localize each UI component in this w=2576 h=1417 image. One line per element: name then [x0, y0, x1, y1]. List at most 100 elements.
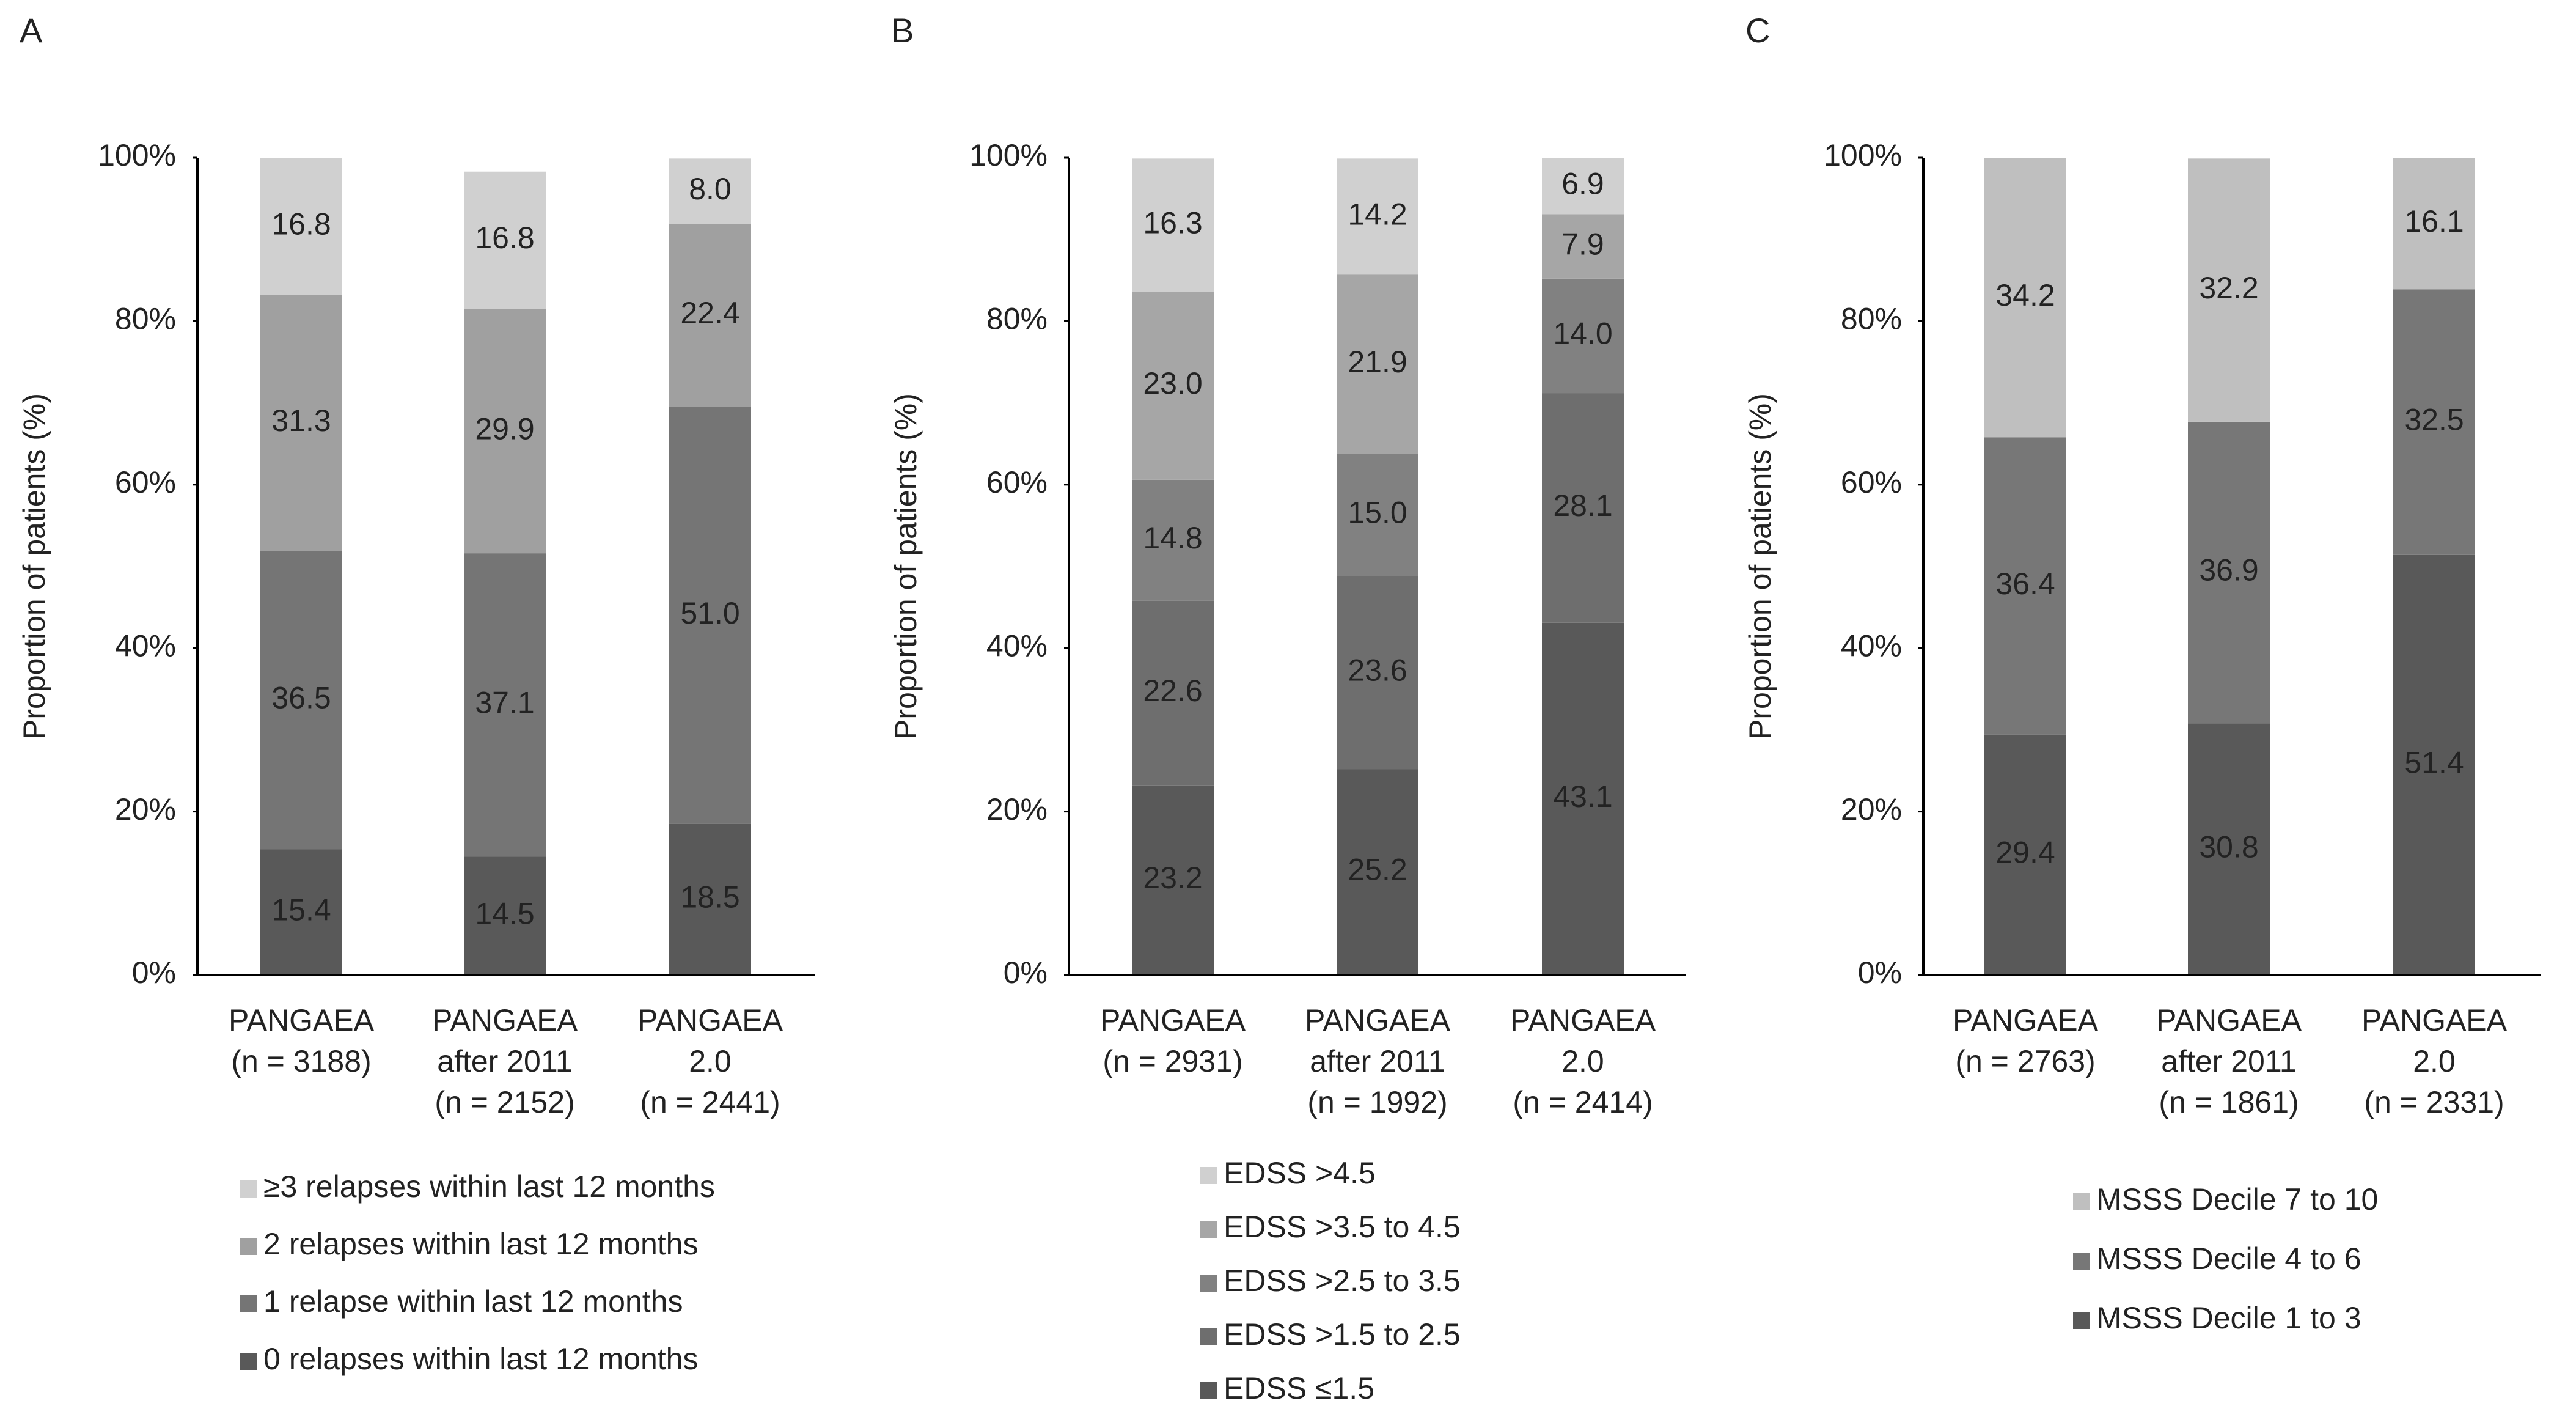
x-tick-label: (n = 2414) [1513, 1085, 1653, 1119]
bar-segment [2393, 158, 2475, 290]
bar-segment [260, 551, 342, 850]
bar-segment [2188, 421, 2270, 724]
x-tick-label: (n = 2441) [640, 1085, 780, 1119]
legend-swatch [240, 1353, 257, 1370]
value-label: 14.0 [1553, 317, 1612, 351]
bar-segment [669, 158, 751, 224]
y-tick-label: 80% [1841, 302, 1902, 336]
legend-label: EDSS ≤1.5 [1224, 1371, 1374, 1405]
bar-segment [464, 553, 546, 857]
bar-segment [1132, 479, 1214, 601]
bar-segment [1132, 158, 1214, 292]
legend-label: 2 relapses within last 12 months [263, 1227, 698, 1261]
x-tick-label: (n = 2331) [2364, 1085, 2504, 1119]
bar-segment [1542, 393, 1624, 623]
y-tick-label: 100% [98, 138, 176, 172]
x-tick-label: PANGAEA [1510, 1003, 1656, 1037]
x-tick-label: PANGAEA [637, 1003, 783, 1037]
y-tick-label: 20% [986, 792, 1048, 826]
legend-swatch [2073, 1193, 2090, 1210]
y-tick-label: 40% [115, 628, 176, 663]
legend-swatch [240, 1295, 257, 1312]
x-tick-label: (n = 2763) [1955, 1044, 2095, 1078]
y-axis-label: Proportion of patients (%) [1743, 393, 1777, 740]
y-axis-label: Proportion of patients (%) [889, 393, 923, 740]
legend-swatch [1200, 1328, 1217, 1345]
legend-swatch [1200, 1275, 1217, 1292]
legend-label: EDSS >4.5 [1224, 1156, 1376, 1190]
value-label: 14.5 [475, 896, 534, 930]
bar-segment [2188, 158, 2270, 422]
x-tick-label: (n = 1992) [1307, 1085, 1447, 1119]
y-axis-label: Proportion of patients (%) [17, 393, 51, 740]
value-label: 36.4 [1995, 567, 2055, 601]
value-label: 14.2 [1348, 197, 1407, 231]
x-tick-label: (n = 1861) [2159, 1085, 2299, 1119]
x-tick-label: PANGAEA [229, 1003, 375, 1037]
bar-segment [2393, 554, 2475, 975]
y-tick-label: 40% [986, 628, 1048, 663]
value-label: 31.3 [271, 403, 331, 438]
value-label: 6.9 [1561, 166, 1604, 201]
legend-label: ≥3 relapses within last 12 months [263, 1169, 715, 1204]
x-tick-label: 2.0 [1561, 1044, 1604, 1078]
y-tick-label: 60% [115, 465, 176, 499]
bar-segment [2393, 289, 2475, 555]
legend-swatch [240, 1238, 257, 1255]
legend-label: 1 relapse within last 12 months [263, 1284, 683, 1319]
legend-swatch [240, 1180, 257, 1198]
value-label: 15.0 [1348, 495, 1407, 529]
bar-segment [1984, 437, 2066, 735]
value-label: 29.4 [1995, 836, 2055, 870]
value-label: 8.0 [689, 172, 732, 206]
bar-segment [669, 407, 751, 824]
bar-segment [1542, 214, 1624, 279]
value-label: 34.2 [1995, 278, 2055, 312]
y-tick-label: 60% [986, 465, 1048, 499]
y-tick-label: 60% [1841, 465, 1902, 499]
x-tick-label: after 2011 [437, 1044, 572, 1078]
y-tick-label: 0% [132, 955, 176, 990]
legend-label: MSSS Decile 7 to 10 [2096, 1182, 2378, 1216]
y-tick-label: 0% [1858, 955, 1902, 990]
bar-segment [260, 295, 342, 551]
legend-swatch [2073, 1312, 2090, 1329]
x-tick-label: (n = 3188) [231, 1044, 371, 1078]
value-label: 32.2 [2199, 271, 2258, 305]
value-label: 22.4 [680, 296, 739, 330]
bar-segment [1984, 158, 2066, 438]
value-label: 36.5 [271, 680, 331, 715]
value-label: 18.5 [680, 880, 739, 915]
x-tick-label: after 2011 [2161, 1044, 2296, 1078]
value-label: 51.4 [2404, 746, 2464, 780]
y-tick-label: 40% [1841, 628, 1902, 663]
legend-label: 0 relapses within last 12 months [263, 1342, 698, 1376]
x-tick-label: 2.0 [2413, 1044, 2456, 1078]
value-label: 36.9 [2199, 553, 2258, 587]
bar-segment [1132, 600, 1214, 786]
x-tick-label: after 2011 [1310, 1044, 1445, 1078]
value-label: 37.1 [475, 685, 534, 720]
bar-segment [1337, 453, 1418, 576]
y-tick-label: 20% [115, 792, 176, 826]
x-tick-label: PANGAEA [2361, 1003, 2508, 1037]
value-label: 51.0 [680, 596, 739, 630]
bar-segment [669, 823, 751, 975]
value-label: 29.9 [475, 411, 534, 446]
value-label: 21.9 [1348, 345, 1407, 379]
x-tick-label: PANGAEA [432, 1003, 578, 1037]
bar-segment [1337, 576, 1418, 770]
value-label: 7.9 [1561, 227, 1604, 261]
legend-swatch [1200, 1167, 1217, 1184]
value-label: 16.8 [475, 221, 534, 255]
y-tick-label: 80% [986, 302, 1048, 336]
value-label: 32.5 [2404, 403, 2464, 437]
legend-swatch [1200, 1221, 1217, 1238]
legend-label: EDSS >1.5 to 2.5 [1224, 1317, 1461, 1352]
legend-swatch [1200, 1382, 1217, 1399]
x-tick-label: PANGAEA [1953, 1003, 2099, 1037]
bar-segment [1542, 278, 1624, 394]
panel-label: A [20, 11, 43, 50]
